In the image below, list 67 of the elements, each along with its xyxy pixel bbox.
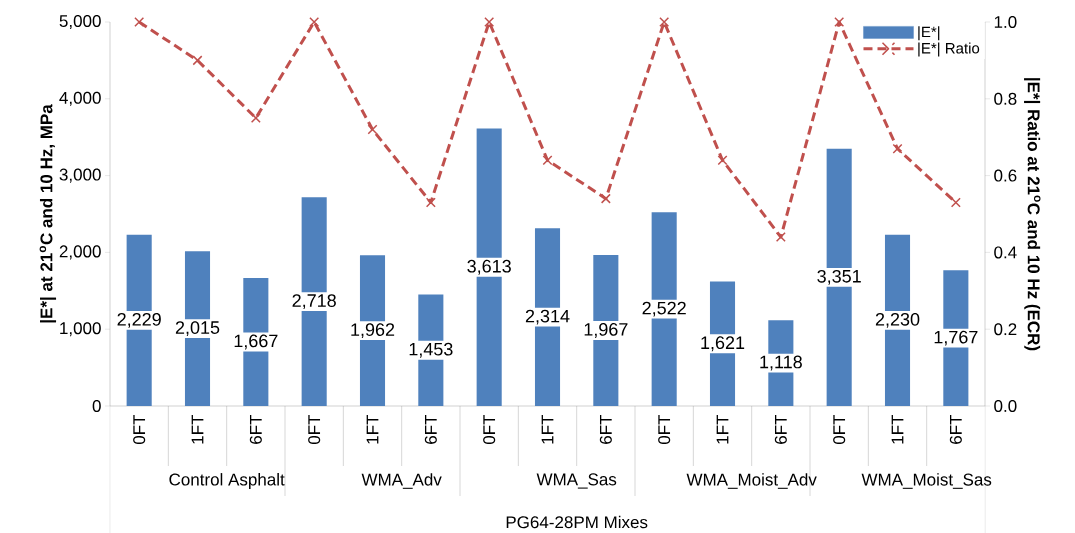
x-tick-label: 6FT xyxy=(249,414,262,444)
data-label: 2,229 xyxy=(117,312,161,328)
point xyxy=(834,17,845,27)
point xyxy=(717,155,728,166)
x-tick-label: 0FT xyxy=(483,414,496,445)
data-label: 2,718 xyxy=(292,294,336,310)
data-label: 2,522 xyxy=(642,301,686,317)
point xyxy=(659,17,670,27)
y-tick-label: 2,000 xyxy=(59,245,101,260)
x-tick-label: 0FT xyxy=(133,414,146,445)
data-label: 1,667 xyxy=(234,334,278,350)
y2-tick-label: 0.0 xyxy=(994,399,1017,413)
data-label: 1,767 xyxy=(934,330,978,346)
x-axis-title: PG64-28PM Mixes xyxy=(506,515,648,529)
point xyxy=(250,113,261,123)
x-tick-label: 1FT xyxy=(366,414,379,444)
point xyxy=(950,197,961,208)
x-tick-label: 0FT xyxy=(308,414,321,445)
y2-tick-label: 0.4 xyxy=(994,246,1017,259)
point xyxy=(425,197,436,208)
y-tick-label: 5,000 xyxy=(59,14,101,30)
y2-tick-label: 1.0 xyxy=(994,15,1017,29)
point xyxy=(134,17,145,27)
point xyxy=(309,17,320,27)
y-axis-title: |E*| at 21$^{o}$C and 10 Hz, MPa xyxy=(39,104,57,323)
point xyxy=(775,232,786,243)
x-tick-label: 6FT xyxy=(599,414,612,444)
data-label: 1,967 xyxy=(584,323,628,338)
x-tick-label: 1FT xyxy=(191,414,204,444)
point xyxy=(484,17,495,27)
x-tick-label: 0FT xyxy=(833,414,846,445)
text: Control Asphalt xyxy=(169,473,285,489)
y2-axis-title: |E*| Ratio at 21$^{o}$C and 10 Hz (ECR) xyxy=(1024,78,1041,351)
data-label: 1,621 xyxy=(701,336,745,352)
point xyxy=(600,193,611,204)
text: WMA_Moist_Adv xyxy=(686,473,817,489)
data-label: 2,015 xyxy=(175,321,220,337)
x-tick-label: 6FT xyxy=(949,414,962,444)
data-label: 1,962 xyxy=(351,323,395,339)
x-tick-label: 1FT xyxy=(891,414,904,444)
point xyxy=(542,155,553,166)
y2-tick-label: 0.2 xyxy=(994,323,1017,336)
point xyxy=(892,143,903,154)
text: WMA_Moist_Sas xyxy=(861,473,992,489)
data-label: 2,314 xyxy=(525,309,570,325)
text: WMA_Adv xyxy=(361,473,442,489)
point xyxy=(367,124,378,135)
x-tick-label: 6FT xyxy=(424,414,437,444)
data-label: 1,118 xyxy=(760,355,802,371)
x-tick-label: 1FT xyxy=(541,414,554,444)
y-tick-label: 0 xyxy=(92,399,101,413)
legend-label: |E*| xyxy=(918,26,940,41)
point xyxy=(192,55,203,66)
y-tick-label: 1,000 xyxy=(60,322,101,337)
x-tick-label: 0FT xyxy=(658,414,671,445)
data-label: 1,453 xyxy=(409,342,453,358)
data-label: 3,613 xyxy=(467,259,511,275)
y-tick-label: 3,000 xyxy=(59,168,101,183)
x-tick-label: 1FT xyxy=(716,414,729,444)
y-tick-label: 4,000 xyxy=(59,91,101,106)
x-tick-label: 6FT xyxy=(774,414,787,444)
data-label: 2,230 xyxy=(875,312,920,328)
y2-tick-label: 0.8 xyxy=(994,92,1017,105)
data-label: 3,351 xyxy=(817,269,861,285)
y2-tick-label: 0.6 xyxy=(994,169,1017,182)
legend-label: |E*| Ratio xyxy=(918,42,980,57)
text: WMA_Sas xyxy=(536,473,617,489)
